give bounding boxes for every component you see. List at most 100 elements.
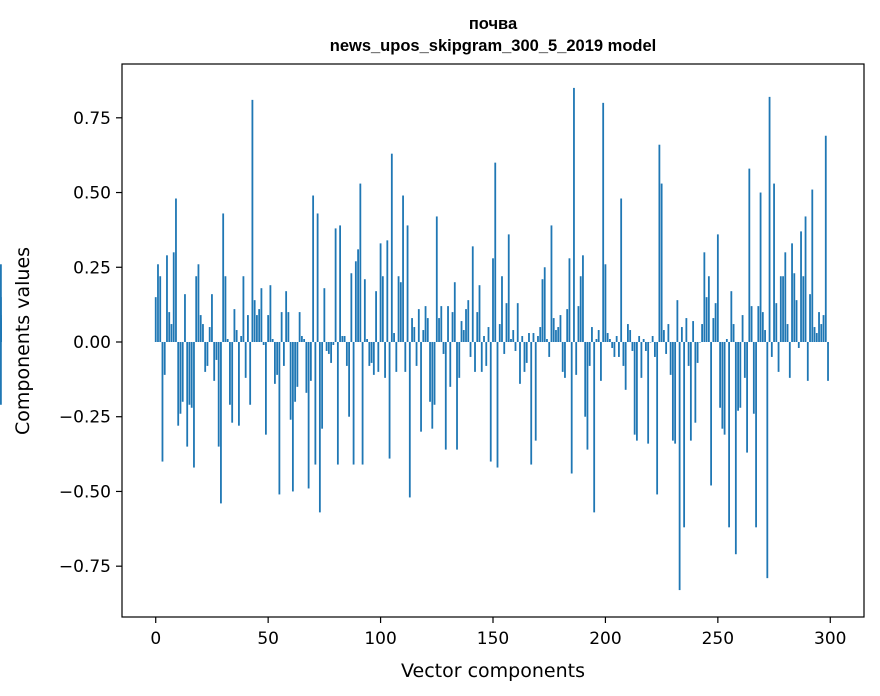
bar — [613, 341, 616, 357]
bar — [372, 341, 375, 375]
bar — [609, 339, 611, 342]
bar — [202, 324, 204, 342]
bar — [184, 294, 186, 342]
bar — [746, 341, 748, 453]
y-tick-label: 0.25 — [73, 258, 111, 278]
bar — [244, 341, 247, 378]
bar — [543, 267, 546, 342]
bar — [330, 341, 333, 363]
bar — [498, 324, 501, 342]
bar — [716, 234, 719, 342]
bar — [591, 327, 593, 342]
bar — [564, 341, 566, 378]
x-tick-label: 100 — [364, 629, 396, 649]
bar — [321, 341, 324, 429]
bar — [226, 339, 229, 342]
y-tick-label: −0.25 — [59, 408, 111, 428]
bar — [431, 341, 434, 429]
bar — [782, 276, 784, 342]
bar — [325, 341, 328, 351]
plot-area-frame — [121, 63, 865, 618]
bar — [422, 330, 425, 342]
bar — [586, 341, 589, 450]
bar — [541, 279, 544, 342]
bar — [786, 324, 789, 342]
bar — [424, 306, 427, 342]
bar — [211, 294, 213, 342]
bar — [519, 341, 521, 384]
bar — [561, 341, 564, 372]
bar — [800, 231, 802, 342]
bar — [528, 333, 530, 342]
bar — [766, 341, 769, 579]
chart-title-line-2: news_upos_skipgram_300_5_2019 model — [330, 37, 657, 55]
bar — [231, 341, 234, 423]
bar — [615, 336, 618, 342]
bar — [530, 341, 533, 465]
bar — [723, 341, 726, 435]
bar — [640, 341, 643, 378]
bar — [262, 341, 265, 345]
bar — [656, 341, 659, 495]
bar — [501, 276, 503, 342]
bar — [253, 300, 256, 342]
bar — [287, 312, 290, 342]
bar — [251, 99, 254, 342]
bar — [759, 192, 762, 342]
bar — [775, 303, 778, 342]
bar-series — [0, 87, 829, 591]
bar — [327, 341, 330, 354]
bar — [235, 330, 238, 342]
bar — [285, 291, 288, 342]
bar — [267, 315, 270, 342]
bar — [433, 341, 436, 405]
bar — [557, 327, 560, 342]
bar — [305, 341, 308, 393]
bar — [0, 341, 2, 405]
bar — [678, 341, 681, 591]
bar — [573, 87, 575, 342]
bar — [188, 341, 191, 405]
bar — [166, 255, 168, 342]
bar — [588, 341, 591, 366]
bar — [606, 333, 609, 342]
bar — [602, 102, 605, 342]
bar — [755, 341, 757, 528]
bar — [510, 339, 512, 342]
bar — [496, 341, 499, 468]
bar — [363, 279, 366, 342]
bar — [336, 341, 339, 465]
bar — [503, 341, 506, 354]
bar — [357, 249, 359, 342]
bar — [811, 189, 814, 342]
bar — [265, 341, 267, 435]
bar — [471, 246, 474, 342]
bar — [195, 276, 198, 342]
bar — [217, 341, 220, 447]
bar — [827, 341, 829, 381]
x-tick-label: 150 — [477, 629, 509, 649]
bar — [570, 341, 573, 474]
bar — [624, 341, 627, 390]
bar — [537, 336, 539, 342]
bar — [462, 330, 465, 342]
bar — [197, 264, 200, 342]
bar — [291, 341, 294, 492]
bar — [707, 276, 710, 342]
bar — [552, 318, 555, 342]
bar — [354, 261, 357, 342]
bar — [411, 318, 413, 342]
bar — [804, 216, 807, 342]
bar — [483, 336, 485, 342]
bar — [597, 330, 600, 342]
bar — [377, 341, 380, 372]
bar — [687, 341, 690, 366]
bar — [190, 341, 193, 408]
bar — [692, 321, 695, 342]
bar — [334, 228, 337, 342]
bar — [791, 243, 793, 342]
x-axis-ticks: 0 50 100 150 200 250 300 — [150, 617, 846, 649]
bar — [595, 339, 598, 342]
bar — [725, 339, 728, 342]
bar — [651, 336, 654, 342]
